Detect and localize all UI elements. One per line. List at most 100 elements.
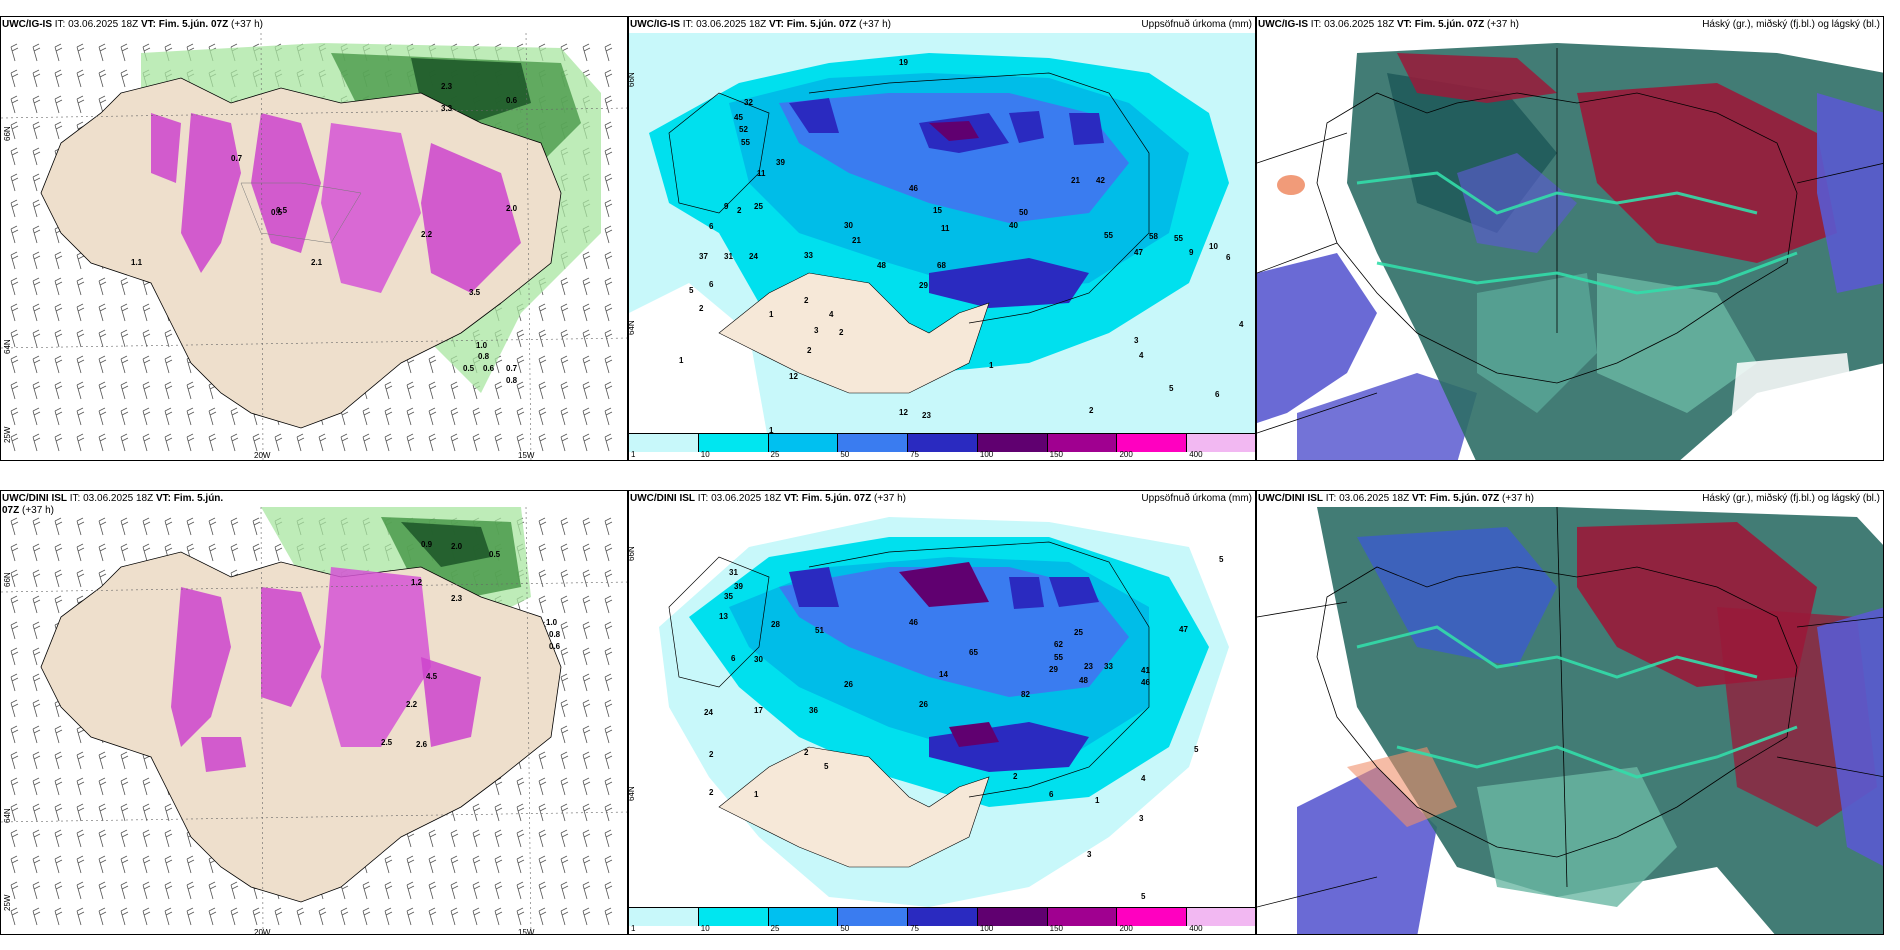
precip-value: 50 — [1019, 208, 1028, 217]
wind-barb — [98, 881, 107, 900]
wind-barb — [164, 829, 173, 848]
wind-barb — [604, 517, 613, 536]
precip-map-top: UWC/IG-IS IT: 03.06.2025 18Z VT: Fim. 5.… — [628, 16, 1256, 461]
wind-barb — [538, 881, 547, 900]
wind-barb — [604, 303, 613, 322]
wind-barb — [604, 621, 613, 640]
precip-value: 55 — [1054, 653, 1063, 662]
wind-barb — [54, 303, 63, 322]
wind-barb — [164, 803, 173, 822]
precip-value: 51 — [815, 626, 824, 635]
wind-barb — [186, 881, 195, 900]
precip-value: 13 — [719, 612, 728, 621]
precip-value: 3 — [814, 326, 819, 335]
wind-barb — [76, 777, 85, 796]
wind-barb — [164, 855, 173, 874]
lon-label-15: 15W — [518, 451, 535, 460]
precip-value: 2 — [699, 304, 704, 313]
wind-barb — [54, 381, 63, 400]
wind-barb — [384, 881, 393, 900]
wind-barb — [54, 121, 63, 140]
wind-barb — [274, 543, 283, 562]
grid-lines — [1, 507, 627, 934]
wind-value: 0.5 — [489, 550, 501, 559]
legend-swatch — [1047, 434, 1118, 452]
wind-barb — [604, 43, 613, 62]
precip-value: 4 — [1239, 320, 1244, 329]
wind-barb — [98, 803, 107, 822]
lon-label-20: 20W — [254, 451, 271, 460]
wind-barb — [54, 725, 63, 744]
wind-barb — [10, 355, 19, 374]
wind-value: 3.5 — [469, 288, 481, 297]
precip-value: 29 — [1049, 665, 1058, 674]
wind-barb — [428, 381, 437, 400]
wind-barb — [582, 355, 591, 374]
precip-value: 68 — [937, 261, 946, 270]
wind-barb — [98, 907, 107, 926]
wind-barb — [54, 517, 63, 536]
wind-barb — [164, 329, 173, 348]
precip-value: 46 — [909, 618, 918, 627]
wind-barb — [582, 381, 591, 400]
wind-barb — [54, 69, 63, 88]
wind-barb — [98, 407, 107, 426]
wind-barb — [10, 829, 19, 848]
precip-legend — [629, 907, 1255, 926]
wind-barb — [604, 407, 613, 426]
wind-barb — [604, 173, 613, 192]
wind-barb — [76, 543, 85, 562]
wind-barb — [10, 777, 19, 796]
precip-title: Uppsöfnuð úrkoma (mm) — [1141, 19, 1252, 30]
wind-barb — [54, 433, 63, 452]
wind-barb — [164, 381, 173, 400]
wind-barb — [494, 907, 503, 926]
wind-barb — [208, 543, 217, 562]
wind-barb — [186, 433, 195, 452]
wind-barb — [604, 855, 613, 874]
wind-barb — [494, 433, 503, 452]
wind-barb — [538, 433, 547, 452]
precip-value: 17 — [754, 706, 763, 715]
legend-swatch — [838, 434, 909, 452]
wind-barb — [98, 751, 107, 770]
precip-value: 15 — [933, 206, 942, 215]
wind-barb — [120, 381, 129, 400]
wind-barb — [164, 881, 173, 900]
wind-barb — [10, 381, 19, 400]
panel-title: UWC/DINI ISL IT: 03.06.2025 18Z VT: Fim.… — [630, 493, 906, 504]
lat-label-64: 64N — [3, 808, 12, 823]
wind-barb — [560, 803, 569, 822]
wind-barb — [538, 543, 547, 562]
wind-value: 0.5 — [276, 206, 288, 215]
legend-swatch — [908, 908, 978, 926]
wind-barb — [582, 303, 591, 322]
precip-value: 52 — [739, 125, 748, 134]
wind-barb — [120, 829, 129, 848]
precip-value: 46 — [909, 184, 918, 193]
wind-barb — [54, 407, 63, 426]
wind-value: 2.0 — [451, 542, 463, 551]
precip-value: 55 — [1174, 234, 1183, 243]
precip-value: 12 — [789, 372, 798, 381]
wind-value: 2.6 — [416, 740, 428, 749]
legend-label: 150 — [1049, 450, 1064, 459]
wind-barb — [208, 433, 217, 452]
wind-barb — [186, 907, 195, 926]
wind-barb — [582, 329, 591, 348]
wind-barb — [10, 43, 19, 62]
precip-value: 32 — [744, 98, 753, 107]
lon-label-25: 25W — [3, 894, 12, 911]
wind-barb — [560, 673, 569, 692]
wind-barb — [604, 725, 613, 744]
wind-barb — [32, 199, 41, 218]
wind-barb — [516, 355, 525, 374]
wind-barb — [516, 829, 525, 848]
wind-barb — [76, 381, 85, 400]
precip-value: 82 — [1021, 690, 1030, 699]
wind-barb — [208, 517, 217, 536]
wind-barb — [54, 569, 63, 588]
wind-barb — [538, 829, 547, 848]
legend-label: 75 — [910, 924, 920, 933]
wind-barb — [582, 777, 591, 796]
